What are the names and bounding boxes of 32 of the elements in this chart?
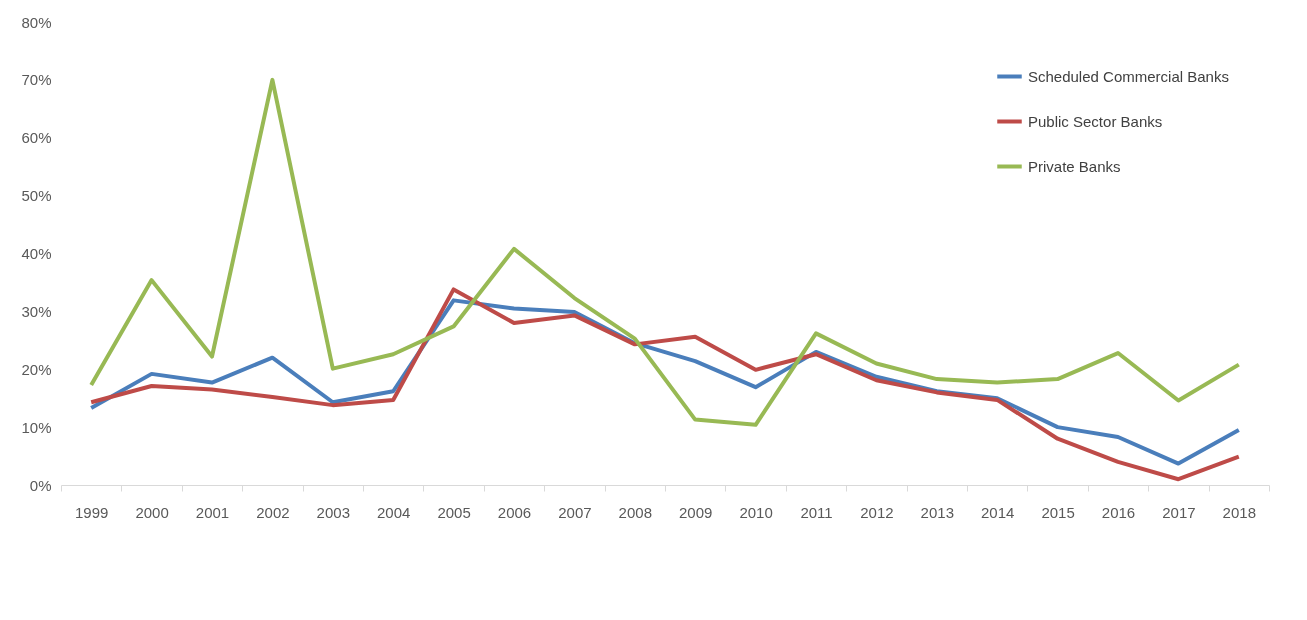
y-tick-label: 40% bbox=[21, 245, 52, 262]
x-tick-label: 2015 bbox=[1041, 503, 1075, 521]
y-tick-label: 60% bbox=[21, 129, 52, 147]
y-tick-label: 80% bbox=[21, 13, 52, 31]
x-tick-label: 2011 bbox=[800, 503, 833, 521]
x-tick-label: 2002 bbox=[256, 503, 290, 521]
y-tick-label: 10% bbox=[21, 418, 52, 436]
x-tick-label: 2013 bbox=[920, 503, 954, 521]
x-tick-label: 1999 bbox=[75, 503, 109, 521]
x-tick-label: 2003 bbox=[316, 503, 350, 521]
x-tick-label: 2009 bbox=[679, 503, 713, 521]
x-tick-label: 2018 bbox=[1222, 503, 1256, 521]
y-tick-label: 50% bbox=[21, 187, 52, 205]
x-tick-label: 2007 bbox=[558, 503, 592, 521]
y-tick-label: 0% bbox=[29, 476, 52, 494]
y-tick-label: 30% bbox=[21, 302, 52, 320]
x-tick-label: 2000 bbox=[135, 503, 169, 521]
x-tick-label: 2016 bbox=[1101, 503, 1136, 521]
x-tick-label: 2006 bbox=[497, 503, 532, 521]
x-tick-label: 2012 bbox=[860, 503, 894, 521]
legend-label: Private Banks bbox=[1028, 157, 1121, 175]
x-tick-label: 2004 bbox=[377, 503, 411, 521]
x-tick-label: 2005 bbox=[437, 503, 471, 521]
y-tick-label: 20% bbox=[21, 360, 52, 378]
x-tick-label: 2014 bbox=[981, 503, 1015, 521]
x-tick-label: 2017 bbox=[1162, 503, 1196, 521]
legend-label: Scheduled Commercial Banks bbox=[1028, 67, 1229, 85]
legend-label: Public Sector Banks bbox=[1028, 112, 1163, 130]
x-tick-label: 2010 bbox=[739, 503, 773, 521]
x-tick-label: 2001 bbox=[195, 503, 230, 521]
y-tick-label: 70% bbox=[21, 71, 52, 89]
x-tick-label: 2008 bbox=[618, 503, 652, 521]
